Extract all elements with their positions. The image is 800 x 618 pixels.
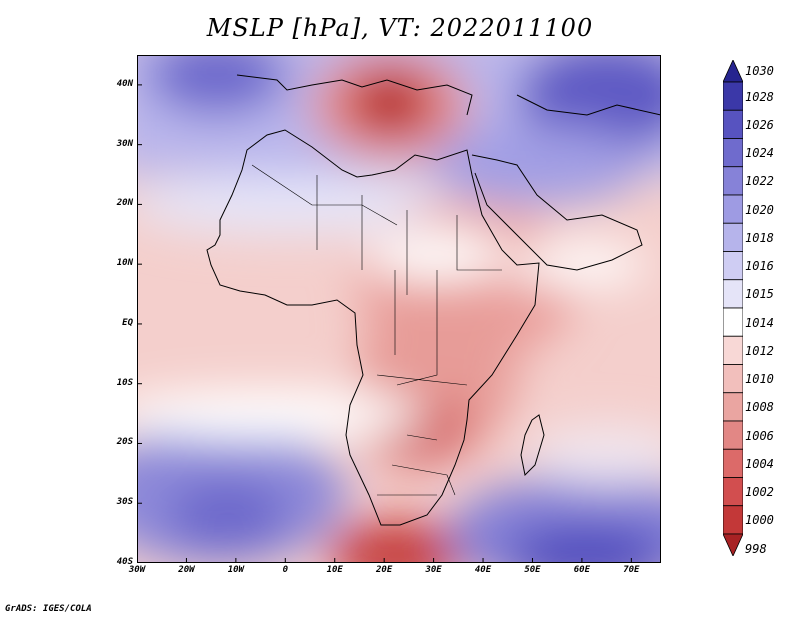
- lat-tick-label: 30N: [116, 138, 133, 149]
- lon-tick-label: 10E: [326, 565, 343, 575]
- lat-tick-label: 10N: [116, 258, 133, 269]
- lon-tick-label: 20E: [376, 565, 393, 575]
- colorbar-swatch: [723, 251, 743, 281]
- colorbar-level-label: 1000: [745, 513, 774, 528]
- colorbar-swatch: [723, 81, 743, 111]
- colorbar: [723, 60, 743, 556]
- colorbar-level-label: 1022: [745, 174, 774, 189]
- colorbar-swatch: [723, 335, 743, 365]
- lon-tick-label: 60E: [573, 565, 591, 575]
- colorbar-swatch: [723, 279, 743, 309]
- colorbar-level-label: 1004: [745, 456, 774, 471]
- colorbar-swatch: [723, 420, 743, 450]
- colorbar-level-label: 1016: [745, 259, 774, 274]
- map-canvas: [137, 55, 661, 563]
- colorbar-level-label: 1026: [745, 117, 774, 132]
- coastlines: [206, 74, 661, 526]
- colorbar-level-label: 1014: [745, 315, 774, 330]
- colorbar-level-label: 1015: [745, 287, 774, 302]
- colorbar-swatch: [723, 364, 743, 394]
- lon-tick-label: 70E: [623, 565, 640, 575]
- plot-title: MSLP [hPa], VT: 2022011100: [206, 14, 594, 42]
- colorbar-level-label: 1028: [745, 89, 774, 104]
- lon-tick-label: 30E: [425, 565, 442, 575]
- colorbar-swatch: [723, 392, 743, 422]
- lon-tick-label: 0: [282, 565, 288, 575]
- lat-tick-label: 20S: [116, 437, 133, 448]
- colorbar-level-label: 1006: [745, 428, 774, 443]
- colorbar-swatch: [723, 533, 743, 556]
- lat-tick-label: 40S: [116, 557, 133, 567]
- colorbar-swatch: [723, 307, 743, 337]
- lon-tick-label: 40E: [474, 565, 492, 575]
- colorbar-level-label: 1020: [745, 202, 774, 217]
- colorbar-swatch: [723, 505, 743, 535]
- colorbar-swatch: [723, 477, 743, 507]
- lon-tick-label: 20W: [178, 565, 195, 575]
- africa-coastline: [206, 129, 540, 526]
- colorbar-level-label: 1010: [745, 372, 774, 387]
- colorbar-swatch: [723, 109, 743, 139]
- colorbar-swatch: [723, 60, 743, 83]
- colorbar-level-label: 1008: [745, 400, 774, 415]
- colorbar-level-label: 1002: [745, 485, 774, 500]
- colorbar-level-label: 998: [745, 541, 767, 556]
- lon-tick-label: 10W: [227, 565, 244, 575]
- axis-ticks: [137, 84, 632, 563]
- pressure-map: [137, 55, 661, 563]
- colorbar-level-label: 1012: [745, 343, 774, 358]
- asia-coastline: [516, 94, 661, 116]
- lat-tick-label: 10S: [116, 377, 133, 388]
- lon-tick-label: 30W: [128, 565, 146, 575]
- country-borders: [251, 164, 502, 496]
- colorbar-swatch: [723, 138, 743, 168]
- colorbar-swatch: [723, 222, 743, 252]
- software-credit: GrADS: IGES/COLA: [5, 604, 92, 614]
- colorbar-level-label: 1018: [745, 230, 774, 245]
- colorbar-level-label: 1024: [745, 146, 774, 161]
- europe-coastline: [236, 74, 473, 116]
- colorbar-swatch: [723, 194, 743, 224]
- lat-tick-label: 30S: [116, 497, 133, 508]
- arabia-coastline: [471, 154, 643, 271]
- colorbar-swatch: [723, 166, 743, 196]
- lon-tick-label: 50E: [524, 565, 541, 575]
- lat-tick-label: 40N: [116, 78, 133, 89]
- madagascar-coastline: [520, 414, 545, 477]
- colorbar-swatch: [723, 448, 743, 478]
- lat-tick-label: 20N: [116, 198, 133, 209]
- lat-tick-label: EQ: [122, 317, 133, 328]
- map-frame: [137, 55, 661, 563]
- colorbar-level-label: 1030: [745, 64, 774, 79]
